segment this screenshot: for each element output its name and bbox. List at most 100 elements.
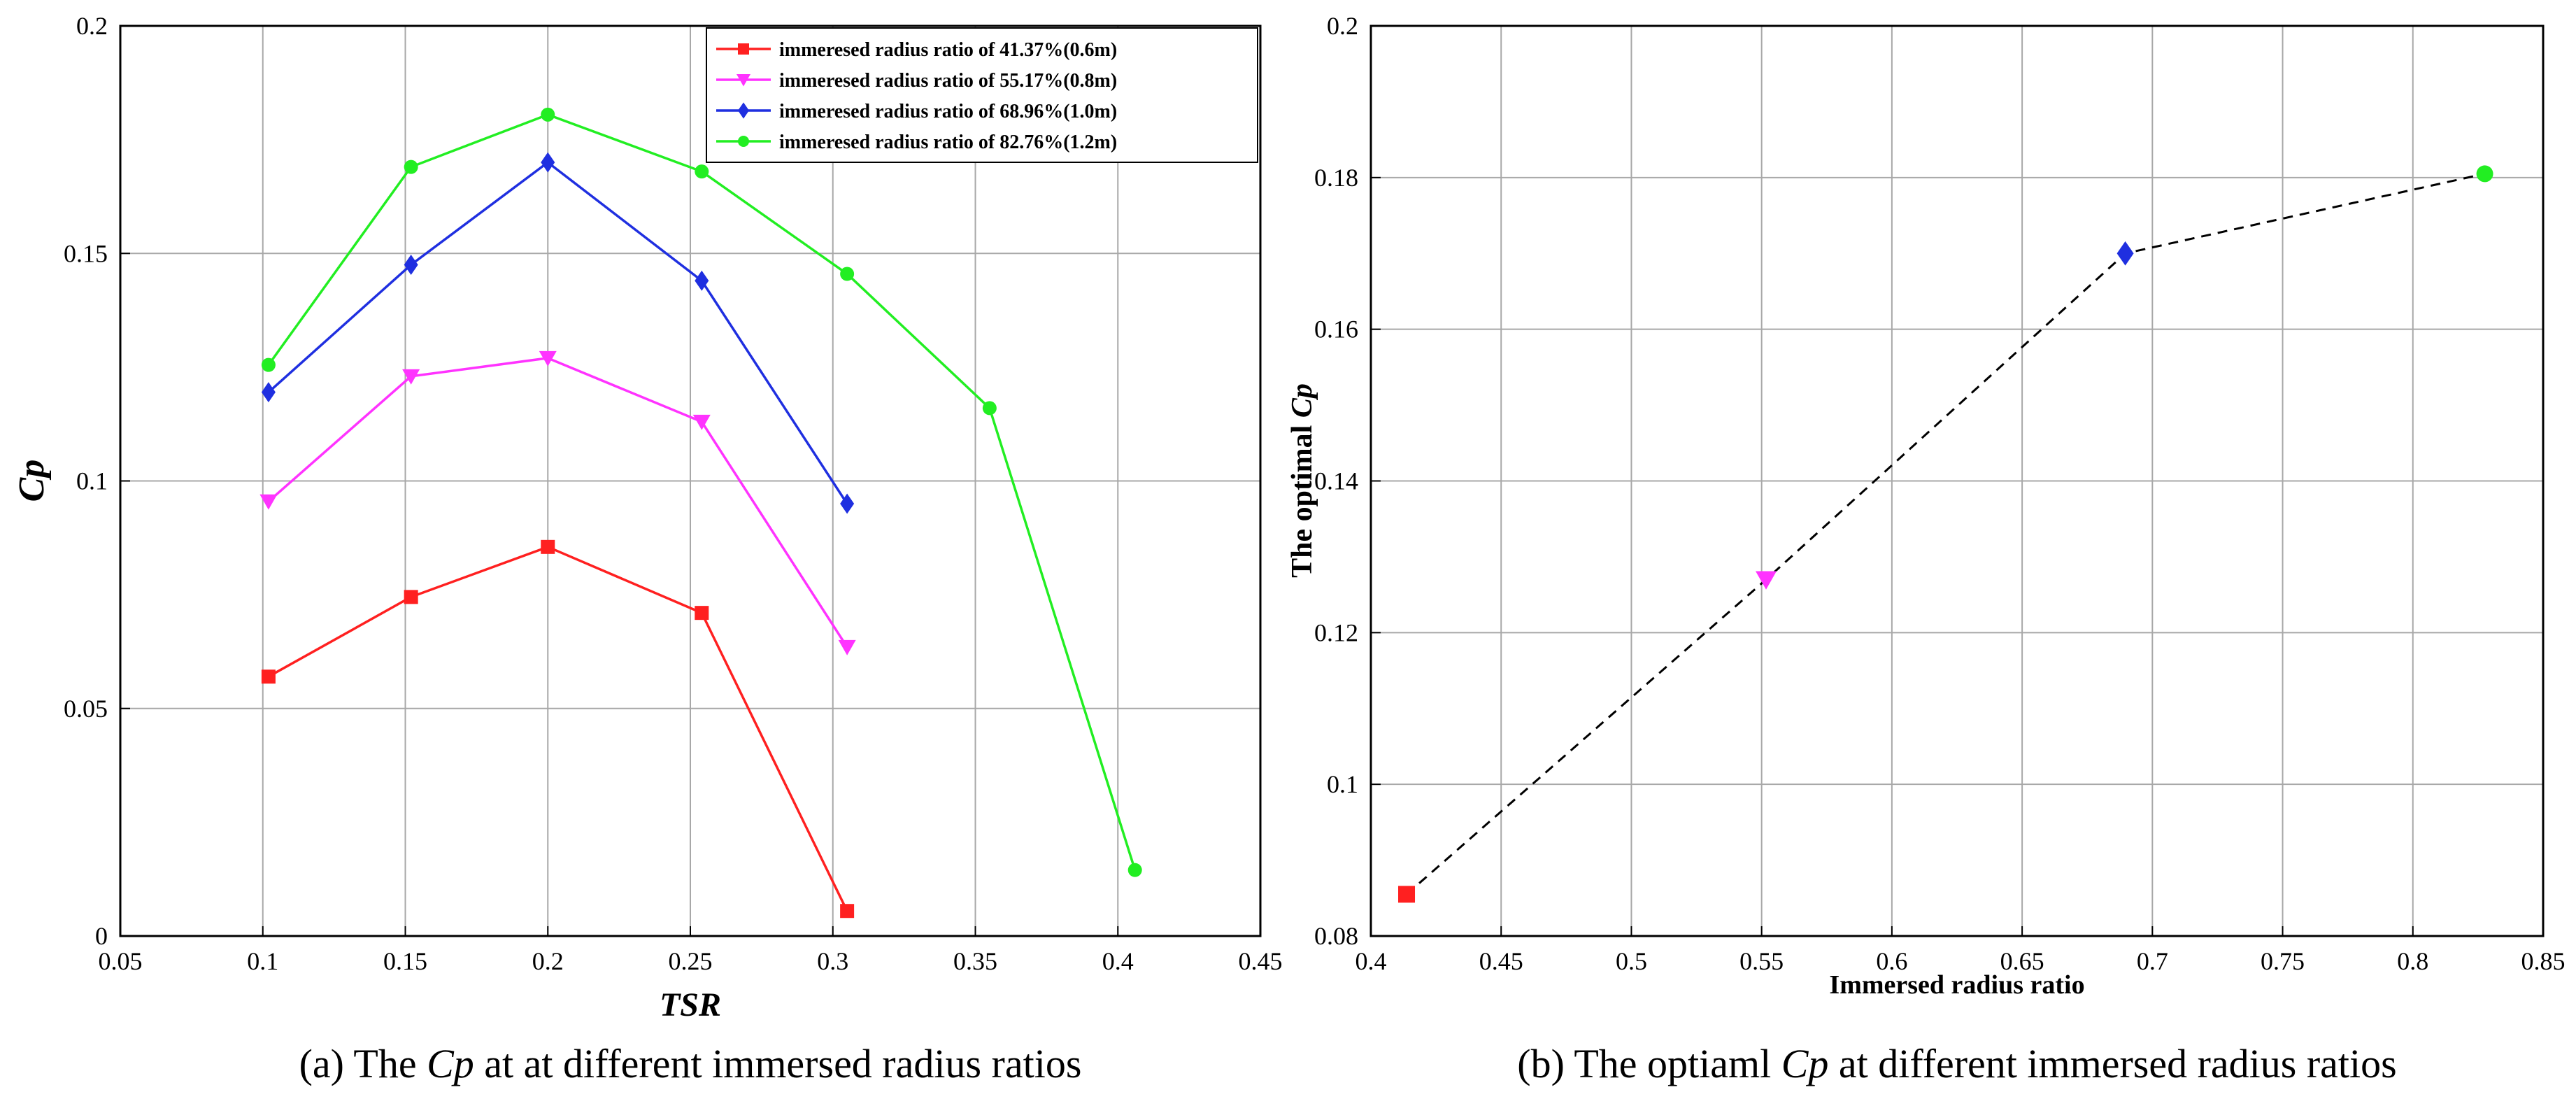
panel-a-legend: immeresed radius ratio of 41.37%(0.6m) im… [706, 27, 1258, 163]
y-tick-label: 0.16 [1314, 315, 1358, 343]
y-tick-label: 0.05 [64, 695, 108, 723]
x-tick-label: 0.75 [2261, 947, 2305, 975]
x-tick-label: 0.2 [532, 947, 564, 975]
series-line [267, 357, 848, 648]
panel-b-y-axis-label: The optimal Cp [1286, 383, 1318, 578]
panel-b-grid [1370, 25, 2544, 937]
y-tick-label: 0.1 [1327, 770, 1358, 798]
series-4 [261, 107, 1142, 877]
x-tick-label: 0.15 [383, 947, 427, 975]
data-point [402, 369, 420, 385]
x-tick-label: 0.6 [1876, 947, 1907, 975]
panel-b-y-axis-label-italic: Cp [1286, 383, 1318, 418]
y-tick-label: 0.2 [76, 12, 108, 40]
data-point [541, 152, 555, 173]
y-tick-label: 0.12 [1314, 618, 1358, 646]
panel-a-caption-prefix: (a) The [299, 1041, 427, 1086]
data-point [539, 350, 557, 367]
data-point [692, 414, 711, 430]
panel-a-y-axis-label: Cp [12, 460, 52, 502]
series-line [267, 113, 1137, 871]
data-point [541, 539, 555, 554]
x-tick-label: 0.1 [247, 947, 278, 975]
optimal-cp-point [2476, 165, 2493, 183]
panel-a-x-ticks: 0.05 0.1 0.15 0.2 0.25 0.3 0.35 0.4 0.45 [99, 947, 1283, 975]
legend-item: immeresed radius ratio of 41.37%(0.6m) [716, 39, 1117, 61]
data-point [838, 639, 856, 655]
data-point [1127, 863, 1142, 877]
data-point [261, 382, 276, 403]
data-point [259, 494, 278, 510]
x-tick-label: 0.05 [99, 947, 143, 975]
x-tick-label: 0.4 [1102, 947, 1134, 975]
panel-a-plot-frame [119, 24, 1262, 937]
data-point [404, 255, 418, 276]
data-point [840, 267, 855, 281]
x-tick-label: 0.65 [2000, 947, 2044, 975]
x-tick-label: 0.8 [2397, 947, 2428, 975]
y-tick-label: 0 [95, 922, 108, 950]
panel-b-x-axis-label: Immersed radius ratio [1829, 970, 2084, 1000]
x-tick-label: 0.25 [669, 947, 713, 975]
optimal-cp-line [1406, 172, 2485, 895]
x-tick-label: 0.3 [817, 947, 848, 975]
data-point [982, 401, 997, 416]
y-tick-label: 0.15 [64, 239, 108, 267]
legend-item: immeresed radius ratio of 82.76%(1.2m) [716, 132, 1117, 153]
legend-label: immeresed radius ratio of 41.37%(0.6m) [779, 39, 1117, 61]
x-tick-label: 0.45 [1479, 947, 1523, 975]
data-point [261, 669, 276, 684]
panel-a-chart: 0.05 0.1 0.15 0.2 0.25 0.3 0.35 0.4 0.45 00.050.… [12, 12, 1283, 1086]
series-3 [261, 152, 855, 514]
panel-b-x-ticks: 0.4 0.45 0.5 0.55 0.6 0.65 0.7 0.75 0.8 0.85 [1355, 947, 2566, 975]
panel-a-caption: (a) The Cp at at different immersed radi… [299, 1041, 1082, 1086]
panel-b-plot-frame [1369, 24, 2545, 937]
data-point [541, 107, 555, 122]
y-tick-label: 0.1 [76, 467, 108, 495]
y-tick-label: 0.08 [1314, 922, 1358, 950]
panel-a-caption-suffix: at at different immersed radius ratios [474, 1041, 1082, 1086]
panel-a-series [259, 107, 1142, 919]
x-tick-label: 0.5 [1616, 947, 1647, 975]
data-point [840, 493, 855, 514]
legend-marker [736, 74, 750, 87]
data-point [404, 159, 418, 174]
optimal-cp-point [1398, 886, 1416, 903]
panel-b-caption-italic: Cp [1781, 1041, 1829, 1086]
legend-marker [738, 43, 749, 55]
panel-b-chart: 0.4 0.45 0.5 0.55 0.6 0.65 0.7 0.75 0.8 0.85 0.08… [1286, 12, 2566, 1086]
data-point [695, 164, 709, 179]
x-tick-label: 0.45 [1239, 947, 1283, 975]
x-tick-label: 0.35 [953, 947, 997, 975]
legend-item: immeresed radius ratio of 55.17%(0.8m) [716, 70, 1117, 92]
panel-b-caption-prefix: (b) The optiaml [1517, 1041, 1781, 1086]
optimal-cp-point [1755, 571, 1777, 590]
legend-marker [738, 102, 749, 119]
y-tick-label: 0.2 [1327, 12, 1358, 40]
panel-b-y-ticks: 0.08 0.1 0.12 0.14 0.16 0.18 0.2 [1314, 12, 1358, 950]
panel-a-y-ticks: 0 0.05 0.1 0.15 0.2 [64, 12, 108, 950]
x-tick-label: 0.55 [1739, 947, 1784, 975]
y-tick-label: 0.14 [1314, 467, 1358, 495]
x-tick-label: 0.85 [2521, 947, 2566, 975]
data-point [695, 606, 709, 621]
legend-box [706, 27, 1258, 163]
series-1 [261, 539, 855, 919]
y-tick-label: 0.18 [1314, 164, 1358, 192]
panel-a-grid [120, 25, 1261, 937]
series-2 [259, 350, 856, 655]
data-point [695, 270, 709, 291]
data-point [840, 904, 855, 919]
legend-label: immeresed radius ratio of 82.76%(1.2m) [779, 132, 1117, 153]
panel-a-x-axis-label: TSR [660, 986, 721, 1023]
panel-b-y-axis-label-prefix: The optimal [1286, 418, 1318, 578]
optimal-cp-point [2116, 241, 2134, 266]
series-line [268, 545, 848, 912]
panel-b-series [1398, 165, 2493, 903]
legend-marker [738, 136, 749, 147]
legend-label: immeresed radius ratio of 68.96%(1.0m) [779, 101, 1117, 122]
panel-a-caption-italic: Cp [427, 1041, 474, 1086]
legend-item: immeresed radius ratio of 68.96%(1.0m) [716, 101, 1117, 122]
data-point [404, 590, 418, 604]
